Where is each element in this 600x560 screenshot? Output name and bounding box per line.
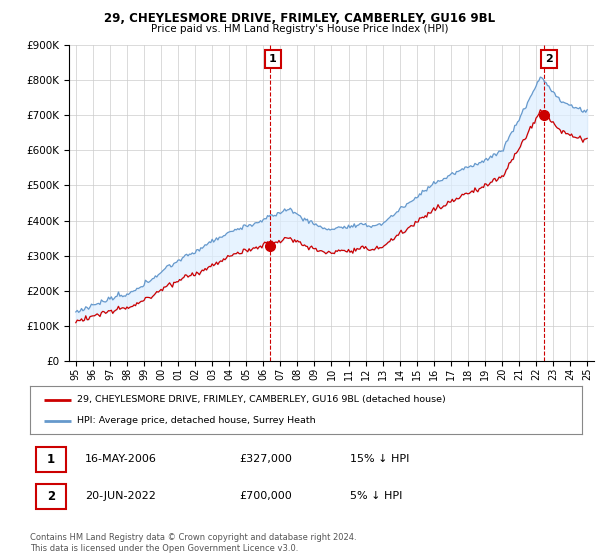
Text: HPI: Average price, detached house, Surrey Heath: HPI: Average price, detached house, Surr… <box>77 416 316 425</box>
Text: 2: 2 <box>545 54 553 64</box>
Text: 29, CHEYLESMORE DRIVE, FRIMLEY, CAMBERLEY, GU16 9BL: 29, CHEYLESMORE DRIVE, FRIMLEY, CAMBERLE… <box>104 12 496 25</box>
Text: 15% ↓ HPI: 15% ↓ HPI <box>350 454 410 464</box>
Text: Contains HM Land Registry data © Crown copyright and database right 2024.
This d: Contains HM Land Registry data © Crown c… <box>30 533 356 553</box>
Text: Price paid vs. HM Land Registry's House Price Index (HPI): Price paid vs. HM Land Registry's House … <box>151 24 449 34</box>
Text: £700,000: £700,000 <box>240 491 293 501</box>
Text: 1: 1 <box>47 452 55 466</box>
Bar <box>35 447 66 472</box>
Bar <box>35 483 66 508</box>
Text: 2: 2 <box>47 489 55 502</box>
Text: £327,000: £327,000 <box>240 454 293 464</box>
Text: 1: 1 <box>269 54 277 64</box>
Text: 20-JUN-2022: 20-JUN-2022 <box>85 491 156 501</box>
Text: 5% ↓ HPI: 5% ↓ HPI <box>350 491 403 501</box>
Text: 16-MAY-2006: 16-MAY-2006 <box>85 454 157 464</box>
Text: 29, CHEYLESMORE DRIVE, FRIMLEY, CAMBERLEY, GU16 9BL (detached house): 29, CHEYLESMORE DRIVE, FRIMLEY, CAMBERLE… <box>77 395 446 404</box>
